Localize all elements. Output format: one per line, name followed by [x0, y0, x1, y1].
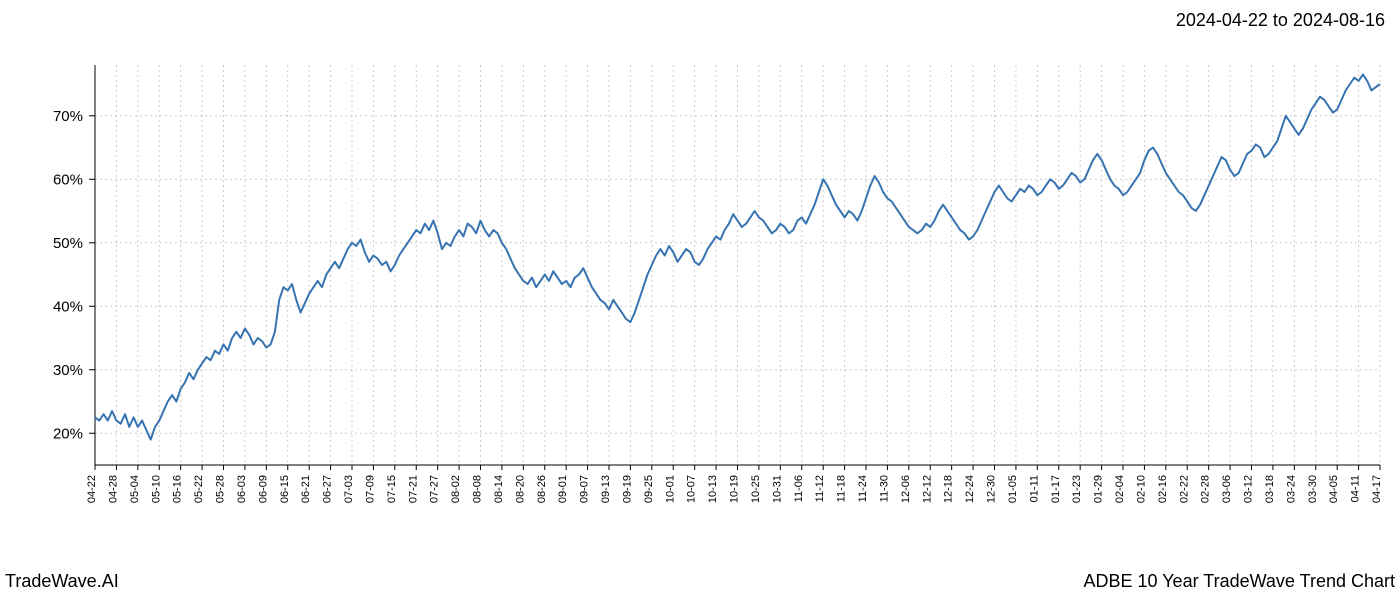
svg-text:09-13: 09-13	[600, 475, 612, 503]
svg-text:40%: 40%	[53, 298, 83, 315]
svg-text:06-15: 06-15	[279, 475, 291, 503]
svg-text:50%: 50%	[53, 235, 83, 252]
svg-text:04-05: 04-05	[1328, 475, 1340, 503]
svg-text:70%: 70%	[53, 108, 83, 125]
svg-text:09-01: 09-01	[557, 475, 569, 503]
svg-text:07-15: 07-15	[386, 475, 398, 503]
svg-text:04-22: 04-22	[86, 475, 98, 503]
date-range-label: 2024-04-22 to 2024-08-16	[1176, 10, 1385, 31]
svg-text:04-11: 04-11	[1350, 475, 1362, 502]
svg-text:11-06: 11-06	[793, 475, 805, 502]
trend-chart: 20% 30% 40% 50% 60% 70% 04-22 04-28 05-04 05-10 05…	[0, 50, 1400, 540]
svg-text:01-11: 01-11	[1028, 475, 1040, 502]
svg-text:10-19: 10-19	[729, 475, 741, 503]
svg-text:08-02: 08-02	[450, 475, 462, 503]
svg-text:11-30: 11-30	[878, 475, 890, 502]
svg-text:30%: 30%	[53, 362, 83, 379]
chart-title: ADBE 10 Year TradeWave Trend Chart	[1083, 571, 1395, 592]
svg-text:02-04: 02-04	[1114, 475, 1126, 503]
svg-text:06-03: 06-03	[236, 475, 248, 503]
svg-text:07-09: 07-09	[364, 475, 376, 503]
svg-text:12-06: 12-06	[900, 475, 912, 503]
svg-text:07-21: 07-21	[407, 475, 419, 503]
svg-text:05-22: 05-22	[193, 475, 205, 503]
svg-text:05-28: 05-28	[215, 475, 227, 503]
svg-text:07-03: 07-03	[343, 475, 355, 503]
svg-text:01-17: 01-17	[1050, 475, 1062, 503]
svg-text:11-24: 11-24	[857, 475, 869, 502]
svg-text:10-01: 10-01	[664, 475, 676, 503]
svg-text:08-20: 08-20	[514, 475, 526, 503]
svg-text:09-19: 09-19	[621, 475, 633, 503]
svg-text:01-05: 01-05	[1007, 475, 1019, 503]
svg-text:11-12: 11-12	[814, 475, 826, 502]
svg-text:11-18: 11-18	[836, 475, 848, 502]
svg-text:08-08: 08-08	[472, 475, 484, 503]
svg-text:02-28: 02-28	[1200, 475, 1212, 503]
svg-text:10-07: 10-07	[686, 475, 698, 503]
svg-text:02-16: 02-16	[1157, 475, 1169, 503]
svg-text:12-18: 12-18	[943, 475, 955, 503]
svg-text:04-28: 04-28	[107, 475, 119, 503]
svg-text:08-26: 08-26	[536, 475, 548, 503]
svg-text:12-24: 12-24	[964, 475, 976, 503]
svg-text:03-30: 03-30	[1307, 475, 1319, 503]
svg-text:02-22: 02-22	[1178, 475, 1190, 503]
svg-text:06-27: 06-27	[322, 475, 334, 503]
svg-text:20%: 20%	[53, 425, 83, 442]
svg-text:09-25: 09-25	[643, 475, 655, 503]
svg-text:60%: 60%	[53, 171, 83, 188]
svg-text:05-04: 05-04	[129, 475, 141, 503]
svg-text:02-10: 02-10	[1135, 475, 1147, 503]
svg-text:05-16: 05-16	[172, 475, 184, 503]
svg-text:03-24: 03-24	[1285, 475, 1297, 503]
svg-text:08-14: 08-14	[493, 475, 505, 503]
svg-text:12-30: 12-30	[986, 475, 998, 503]
svg-text:03-12: 03-12	[1243, 475, 1255, 503]
svg-text:07-27: 07-27	[429, 475, 441, 503]
svg-text:09-07: 09-07	[579, 475, 591, 503]
svg-text:05-10: 05-10	[150, 475, 162, 503]
svg-text:10-13: 10-13	[707, 475, 719, 503]
svg-text:04-17: 04-17	[1371, 475, 1383, 503]
svg-text:10-25: 10-25	[750, 475, 762, 503]
svg-text:01-23: 01-23	[1071, 475, 1083, 503]
svg-text:10-31: 10-31	[771, 475, 783, 503]
brand-label: TradeWave.AI	[5, 571, 119, 592]
svg-text:03-18: 03-18	[1264, 475, 1276, 503]
svg-text:03-06: 03-06	[1221, 475, 1233, 503]
svg-text:06-21: 06-21	[300, 475, 312, 503]
svg-text:06-09: 06-09	[257, 475, 269, 503]
svg-text:12-12: 12-12	[921, 475, 933, 503]
svg-text:01-29: 01-29	[1093, 475, 1105, 503]
